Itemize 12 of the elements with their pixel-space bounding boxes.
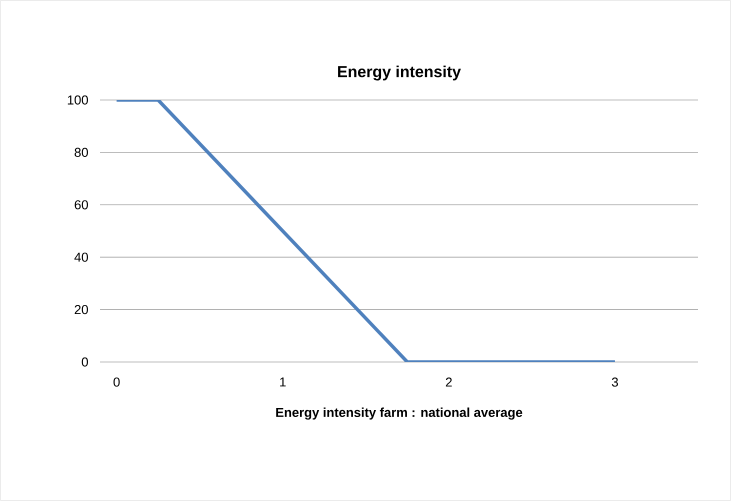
- x-axis-title: Energy intensity farm : national average: [276, 408, 522, 420]
- y-tick-label: 100: [68, 95, 88, 105]
- x-tick-label: 2: [446, 378, 452, 387]
- y-tick-label: 0: [82, 357, 88, 367]
- y-tick-label: 60: [74, 200, 88, 210]
- x-tick-label: 1: [280, 378, 286, 386]
- y-tick-label: 40: [74, 252, 88, 262]
- y-tick-label: 20: [74, 305, 88, 314]
- chart-title: Energy intensity: [338, 66, 461, 80]
- x-tick-label: 0: [114, 378, 120, 387]
- y-tick-label: 80: [74, 148, 88, 157]
- x-tick-label: 3: [612, 378, 618, 387]
